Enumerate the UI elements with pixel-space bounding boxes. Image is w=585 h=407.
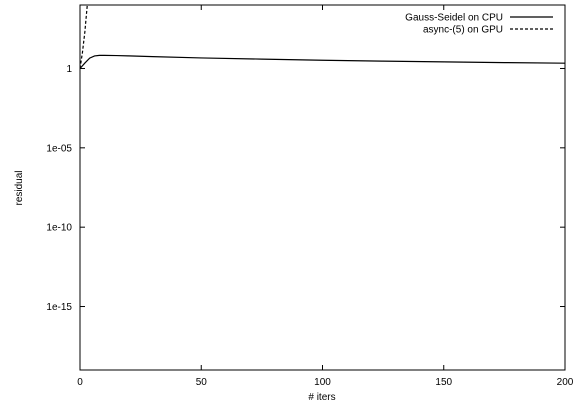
x-tick-label: 0 — [77, 377, 83, 388]
y-tick-label: 1 — [66, 64, 72, 75]
series-line-2 — [80, 5, 88, 69]
legend-entry-label: Gauss-Seidel on CPU — [405, 13, 503, 24]
x-tick-label: 100 — [314, 377, 331, 388]
y-tick-label: 1e-10 — [46, 223, 72, 234]
x-tick-label: 50 — [196, 377, 208, 388]
x-axis-ticks: 0 50 100 150 200 — [77, 5, 574, 388]
series-line-1 — [80, 54, 565, 69]
x-axis-label: # iters — [308, 392, 335, 403]
y-tick-label: 1e-05 — [46, 143, 72, 154]
y-axis-ticks: 1 1e-05 1e-10 1e-15 — [46, 64, 565, 313]
x-tick-label: 150 — [435, 377, 452, 388]
y-tick-label: 1e-15 — [46, 302, 72, 313]
legend-entry-label: async-(5) on GPU — [423, 25, 503, 36]
series-lines — [80, 5, 565, 69]
y-axis-label: residual — [14, 170, 25, 205]
x-tick-label: 200 — [557, 377, 574, 388]
